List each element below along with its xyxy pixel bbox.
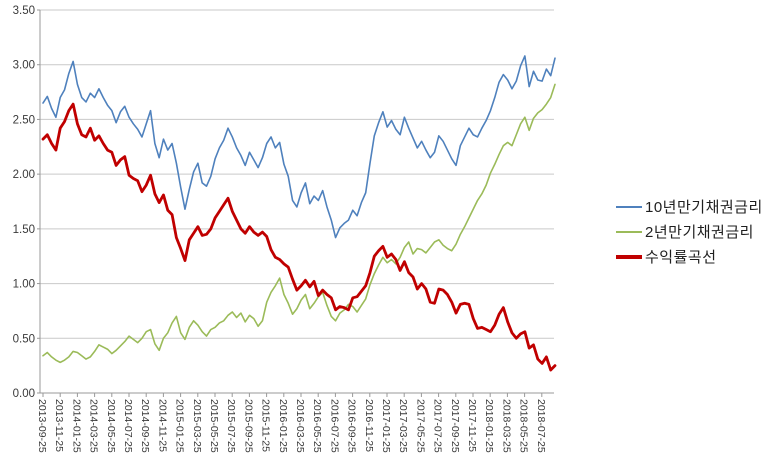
y-tick-label: 1.50: [13, 224, 35, 236]
x-tick-label: 2016-11-25: [363, 399, 375, 452]
y-tick-label: 2.50: [13, 114, 35, 126]
x-tick-label: 2015-07-25: [225, 399, 237, 453]
series-line-0: [42, 55, 556, 239]
y-tick-label: 1.00: [13, 279, 35, 291]
x-tick-label: 2018-07-25: [535, 399, 547, 453]
x-tick-label: 2013-11-25: [53, 399, 65, 452]
x-tick-label: 2016-01-25: [277, 399, 289, 453]
y-tick-label: 2.00: [13, 169, 35, 181]
x-tick-label: 2015-01-25: [174, 399, 186, 453]
x-tick-label: 2017-03-25: [397, 399, 409, 453]
x-tick-label: 2015-05-25: [208, 399, 220, 453]
x-tick-label: 2014-05-25: [105, 399, 117, 453]
x-tick-label: 2014-01-25: [70, 399, 82, 453]
legend-item-2y: 2년만기채권금리: [616, 219, 763, 244]
x-tick-label: 2014-11-25: [156, 399, 168, 452]
y-tick-label: 3.50: [13, 5, 35, 17]
legend-item-10y: 10년만기채권금리: [616, 194, 763, 219]
x-tick-label: 2015-09-25: [242, 399, 254, 453]
y-tick-label: 0.00: [13, 388, 35, 400]
legend-label-10y: 10년만기채권금리: [645, 199, 763, 216]
x-tick-label: 2017-07-25: [432, 399, 444, 453]
chart-legend: 10년만기채권금리 2년만기채권금리 수익률곡선: [616, 194, 763, 269]
legend-label-2y: 2년만기채권금리: [645, 224, 754, 241]
x-tick-label: 2014-09-25: [139, 399, 151, 453]
x-tick-label: 2017-01-25: [380, 399, 392, 453]
x-tick-label: 2016-03-25: [294, 399, 306, 453]
legend-line-swatch-2y: [616, 230, 642, 233]
legend-label-yield-curve: 수익률곡선: [645, 249, 717, 266]
x-tick-label: 2017-05-25: [414, 399, 426, 453]
x-tick-label: 2016-05-25: [311, 399, 323, 453]
y-tick-label: 3.00: [13, 60, 35, 72]
x-tick-label: 2018-01-25: [483, 399, 495, 453]
x-tick-label: 2018-05-25: [518, 399, 530, 453]
series-line-2: [41, 102, 557, 372]
x-tick-label: 2016-09-25: [346, 399, 358, 453]
x-tick-label: 2014-07-25: [122, 399, 134, 453]
y-tick-label: 0.50: [13, 333, 35, 345]
x-tick-label: 2016-07-25: [328, 399, 340, 453]
x-tick-label: 2017-09-25: [449, 399, 461, 453]
x-tick-label: 2014-03-25: [88, 399, 100, 453]
x-tick-label: 2015-03-25: [191, 399, 203, 453]
series-line-1: [42, 83, 556, 364]
legend-line-swatch-yield-curve: [616, 254, 642, 259]
x-tick-label: 2018-03-25: [500, 399, 512, 453]
x-tick-label: 2015-11-25: [260, 399, 272, 452]
x-tick-label: 2013-09-25: [36, 399, 48, 453]
legend-item-yield-curve: 수익률곡선: [616, 244, 763, 269]
legend-line-swatch-10y: [616, 205, 642, 208]
x-tick-label: 2017-11-25: [466, 399, 478, 452]
